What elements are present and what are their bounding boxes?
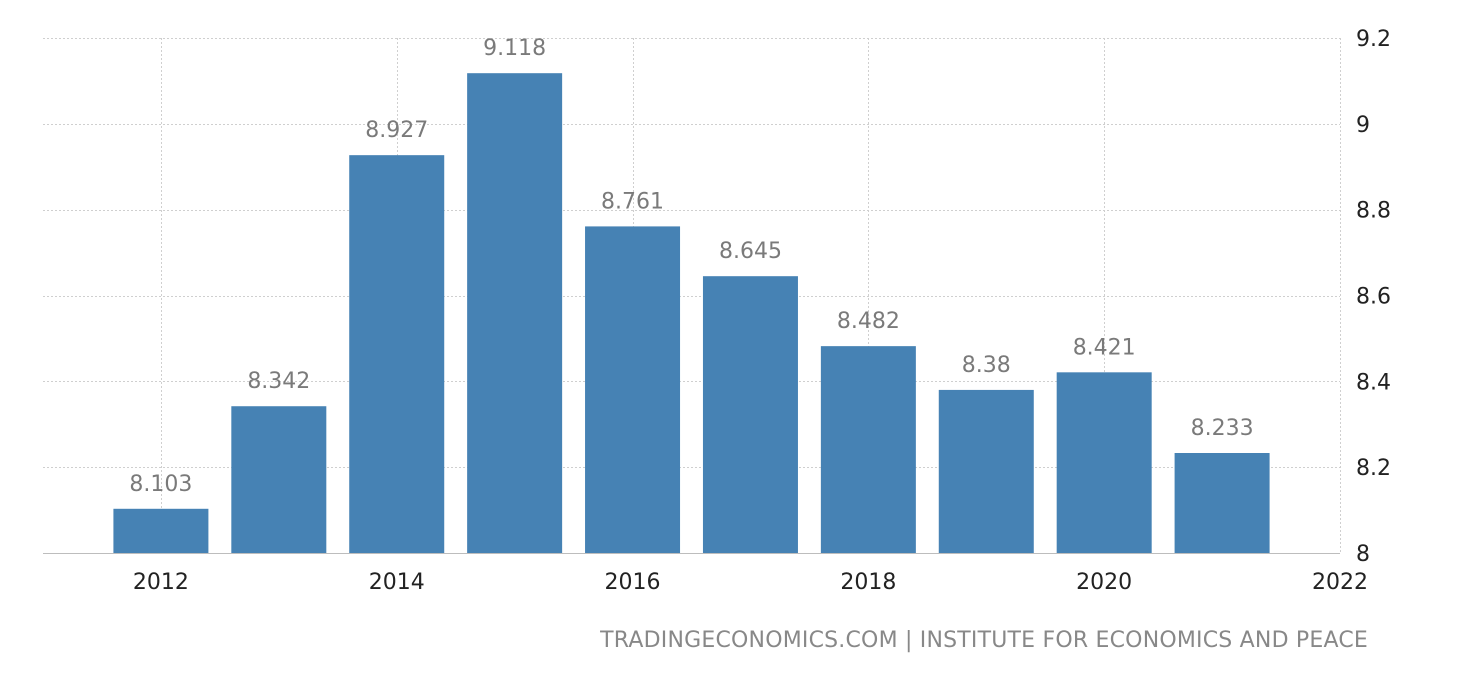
y-tick-label: 8 xyxy=(1356,542,1370,567)
bar-value-label: 9.118 xyxy=(483,36,546,61)
x-axis-ticks: 2012 2014 2016 2018 2020 2022 xyxy=(133,570,1368,595)
bars xyxy=(113,73,1270,554)
bar-value-labels: 8.103 8.342 8.927 9.118 8.761 8.645 8.482 8.38 8… xyxy=(129,36,1253,497)
x-tick-label: 2014 xyxy=(369,570,425,595)
x-tick-label: 2022 xyxy=(1312,570,1368,595)
bar-2018 xyxy=(820,346,916,553)
bar-value-label: 8.421 xyxy=(1073,335,1136,360)
bar-2020 xyxy=(1056,372,1152,553)
bar-value-label: 8.482 xyxy=(837,309,900,334)
y-tick-label: 8.6 xyxy=(1356,285,1391,310)
bar-2015 xyxy=(467,73,563,554)
bar-value-label: 8.103 xyxy=(129,472,192,497)
bar-2014 xyxy=(349,155,445,553)
bar-value-label: 8.927 xyxy=(365,118,428,143)
y-tick-label: 9 xyxy=(1356,113,1370,138)
y-tick-label: 8.2 xyxy=(1356,456,1391,481)
y-tick-label: 8.4 xyxy=(1356,370,1391,395)
bar-value-label: 8.645 xyxy=(719,239,782,264)
bar-2019 xyxy=(938,389,1034,553)
bar-2016 xyxy=(585,226,681,553)
bar-2012 xyxy=(113,508,209,553)
bar-value-label: 8.38 xyxy=(962,353,1011,378)
y-tick-label: 8.8 xyxy=(1356,199,1391,224)
y-tick-label: 9.2 xyxy=(1356,27,1391,52)
x-tick-label: 2012 xyxy=(133,570,189,595)
bar-2013 xyxy=(231,406,327,553)
bar-2021 xyxy=(1174,453,1270,553)
bar-value-label: 8.761 xyxy=(601,189,664,214)
y-axis-ticks: 8 8.2 8.4 8.6 8.8 9 9.2 xyxy=(1356,27,1391,567)
x-tick-label: 2018 xyxy=(840,570,896,595)
x-tick-label: 2020 xyxy=(1076,570,1132,595)
bar-value-label: 8.233 xyxy=(1191,416,1254,441)
source-attribution: TRADINGECONOMICS.COM | INSTITUTE FOR ECO… xyxy=(600,628,1368,653)
bar-2017 xyxy=(702,276,798,553)
bar-value-label: 8.342 xyxy=(247,369,310,394)
x-tick-label: 2016 xyxy=(605,570,661,595)
